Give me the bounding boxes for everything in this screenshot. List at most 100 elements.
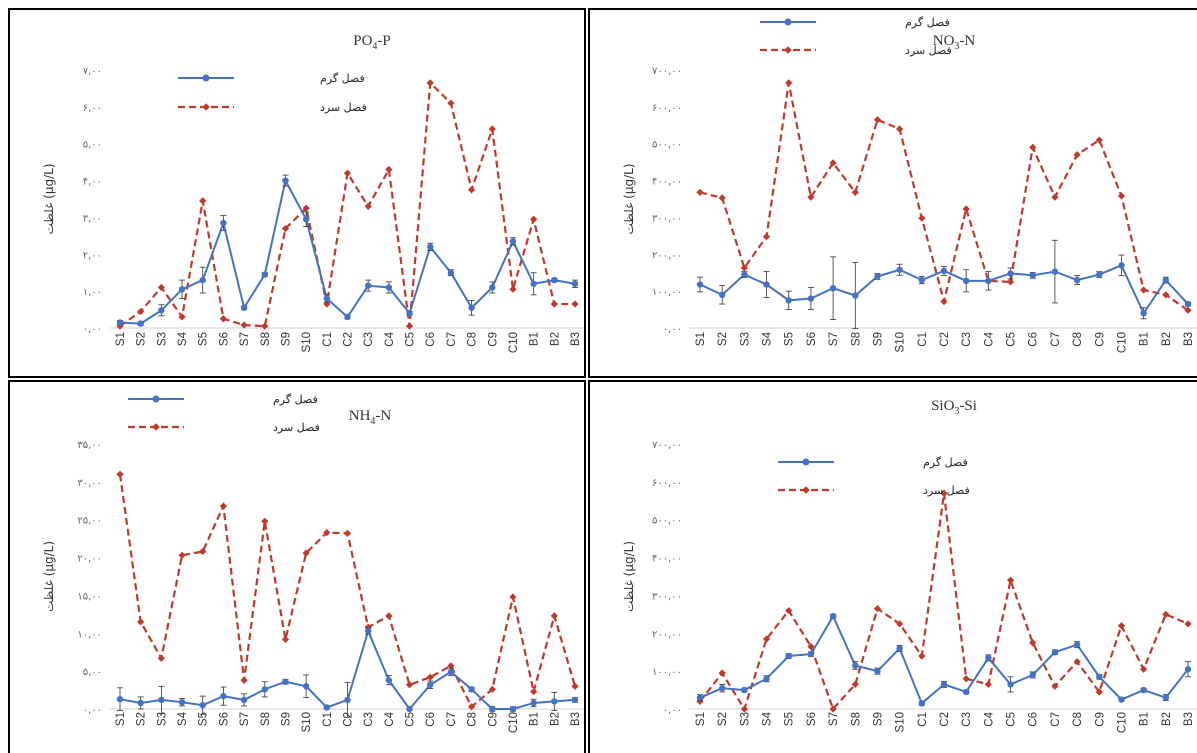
nh4-warm-point — [427, 681, 434, 688]
sio3-warm-point — [1162, 694, 1170, 701]
po4-xtick-label: S3 — [156, 332, 168, 346]
chart-panel-no3: NO3-N ۰,۰۰ ۱۰۰,۰۰ ۲۰۰,۰۰ ۳۰۰,۰۰ ۴۰۰,۰۰ ۵۰۰,۰۰ ۶… — [588, 8, 1197, 378]
sio3-warm-point — [1007, 681, 1014, 688]
po4-legend-cold-marker — [202, 103, 210, 111]
po4-y-axis-label: غلظت (µg/L) — [42, 163, 56, 234]
no3-cold-point — [1051, 193, 1059, 201]
po4-ytick-label: ۱,۰۰ — [83, 287, 102, 298]
no3-xtick-label: C8 — [1072, 332, 1084, 347]
no3-xtick-label: S9 — [872, 332, 884, 346]
nh4-xtick-label: S4 — [177, 711, 189, 726]
no3-warm-point — [874, 273, 881, 280]
po4-xtick-label: S5 — [198, 332, 210, 346]
po4-xtick-label: S1 — [115, 332, 127, 346]
no3-warm-point — [962, 277, 970, 285]
no3-cold-point — [1073, 151, 1081, 159]
no3-warm-point — [763, 281, 770, 288]
nh4-chart-title: NH4-N — [349, 408, 392, 427]
nh4-xtick-label: S9 — [280, 712, 292, 726]
sio3-xtick-label: C5 — [1006, 712, 1018, 727]
no3-title-sub: 3 — [954, 41, 959, 52]
sio3-warm-point — [918, 700, 926, 707]
po4-xtick-label: C4 — [384, 331, 396, 346]
sio3-title-sub: 3 — [954, 406, 959, 417]
po4-cold-point — [467, 186, 476, 194]
nh4-xtick-label: C6 — [425, 712, 437, 727]
nh4-y-axis-label: غلظت (µg/L) — [42, 541, 56, 612]
no3-cold-point — [962, 205, 970, 213]
nh4-warm-point — [447, 668, 455, 676]
po4-legend-cold-label: فصل سرد — [320, 101, 367, 114]
po4-cold-point — [405, 322, 414, 330]
sio3-cold-point — [807, 642, 815, 651]
po4-title-sub: 4 — [372, 41, 377, 52]
no3-cold-point — [896, 125, 904, 133]
sio3-cold-point — [984, 680, 992, 688]
sio3-cold-point — [1184, 620, 1192, 628]
nh4-title-tail: -N — [375, 408, 391, 424]
po4-xtick-label: C6 — [425, 332, 437, 347]
sio3-xtick-label: S5 — [784, 712, 796, 726]
po4-warm-point — [364, 282, 372, 289]
nh4-legend-warm-label: فصل گرم — [273, 393, 318, 406]
po4-warm-point — [406, 310, 413, 317]
sio3-cold-point — [1095, 688, 1103, 696]
sio3-warm-point — [696, 694, 704, 701]
po4-ytick-label: ۰,۰۰ — [83, 324, 102, 335]
po4-warm-point — [344, 313, 351, 321]
nh4-ytick-label: ۵,۰۰ — [83, 667, 102, 678]
nh4-xtick-label: B2 — [549, 712, 561, 726]
po4-cold-point — [488, 125, 496, 133]
sio3-xtick-label: S4 — [762, 711, 774, 726]
nh4-xtick-label: C7 — [446, 712, 458, 727]
po4-ytick-label: ۷,۰۰ — [83, 66, 102, 77]
sio3-cold-point — [718, 669, 726, 677]
nh4-warm-point — [137, 699, 144, 707]
po4-warm-point — [385, 284, 393, 291]
po4-warm-point — [571, 280, 579, 287]
nh4-cold-point — [405, 681, 414, 689]
nh4-ytick-label: ۲۰,۰۰ — [77, 554, 102, 565]
nh4-xtick-label: S7 — [239, 712, 251, 726]
no3-cold-point — [1184, 306, 1192, 314]
no3-xtick-label: S3 — [739, 332, 751, 346]
sio3-cold-point — [1073, 658, 1081, 666]
po4-cold-point — [137, 307, 145, 316]
no3-cold-point — [1095, 136, 1103, 144]
nh4-warm-point — [282, 678, 289, 685]
sio3-warm-point — [985, 654, 992, 662]
no3-cold-point — [1140, 286, 1148, 294]
sio3-xtick-label: B2 — [1161, 712, 1173, 726]
chart-svg-nh4: NH4-N ۰,۰۰ ۵,۰۰ ۱۰,۰۰ ۱۵,۰۰ ۲۰,۰۰ ۲۵,۰۰ ۳۰,۰۰ ۳۵… — [42, 393, 584, 733]
po4-cold-point — [199, 197, 207, 205]
nh4-cold-point — [302, 549, 310, 557]
no3-warm-point — [1118, 262, 1125, 269]
po4-xtick-label: S9 — [280, 332, 292, 346]
po4-ytick-label: ۶,۰۰ — [83, 103, 102, 114]
po4-warm-point — [158, 307, 165, 314]
sio3-cold-point — [873, 605, 882, 613]
chart-svg-no3: NO3-N ۰,۰۰ ۱۰۰,۰۰ ۲۰۰,۰۰ ۳۰۰,۰۰ ۴۰۰,۰۰ ۵۰۰,۰۰ ۶… — [622, 16, 1197, 353]
po4-cold-point — [219, 315, 228, 323]
po4-warm-point — [551, 276, 558, 284]
nh4-title-main: NH — [349, 408, 371, 424]
sio3-cold-point — [762, 635, 771, 643]
sio3-cold-point — [1140, 665, 1148, 673]
no3-legend-cold-label: فصل سرد — [905, 44, 952, 57]
po4-warm-point — [323, 295, 331, 302]
sio3-warm-point — [1029, 671, 1036, 679]
po4-cold-point — [116, 322, 124, 330]
sio3-xtick-label: S8 — [850, 712, 862, 726]
po4-warm-point — [282, 177, 289, 184]
po4-cold-point — [530, 215, 538, 223]
sio3-chart-title: SiO3-Si — [931, 398, 977, 417]
no3-xtick-label: C10 — [1116, 332, 1128, 353]
sio3-cold-point — [1162, 610, 1170, 618]
no3-xtick-label: B3 — [1183, 332, 1195, 346]
no3-xtick-label: S2 — [717, 332, 729, 346]
nh4-warm-point — [364, 627, 372, 635]
po4-warm-point — [489, 284, 496, 291]
po4-cold-point — [343, 169, 352, 177]
nh4-cold-point — [550, 612, 558, 620]
no3-cold-point — [785, 79, 793, 87]
